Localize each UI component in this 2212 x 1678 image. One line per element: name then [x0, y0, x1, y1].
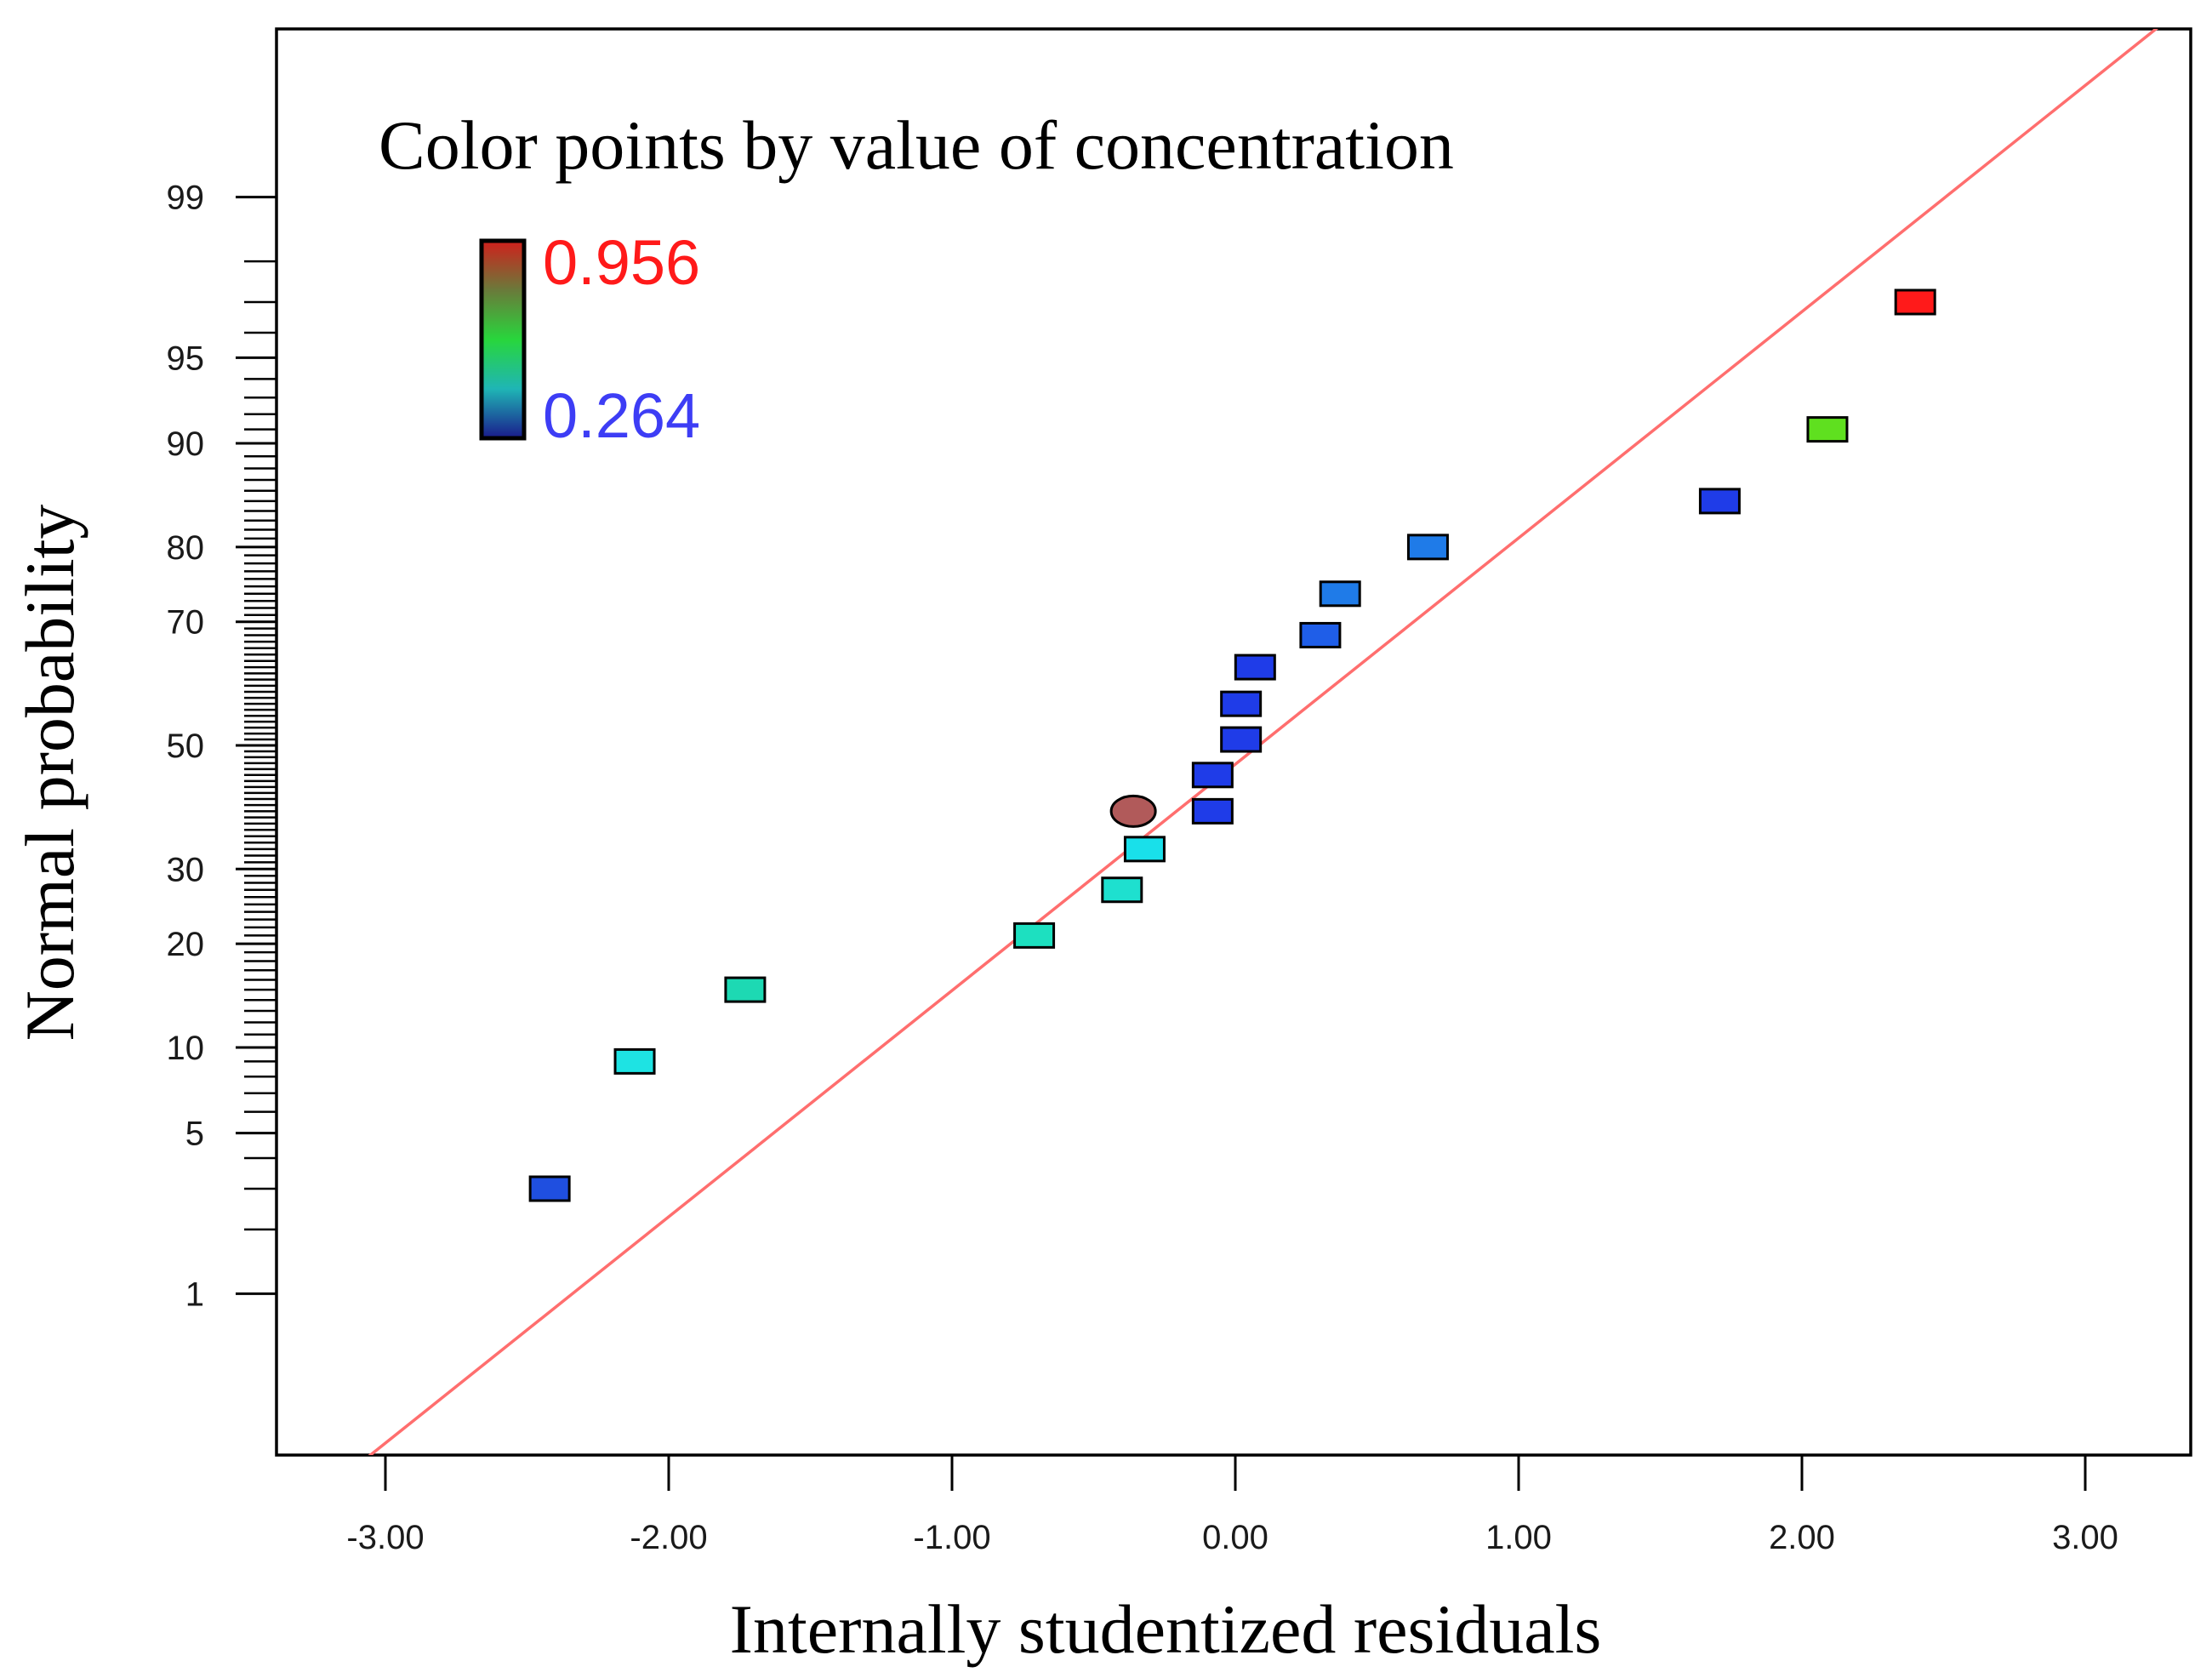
normal-reference-line: [368, 29, 2158, 1455]
data-point: [1406, 534, 1449, 561]
y-tick-label: 20: [167, 926, 205, 963]
y-tick-label: 5: [185, 1116, 204, 1153]
data-point: [613, 1047, 656, 1075]
data-point: [1109, 794, 1157, 828]
color-legend: 0.956 0.264: [479, 227, 700, 451]
data-point: [528, 1175, 571, 1202]
x-tick-label: -3.00: [346, 1519, 424, 1556]
data-point: [1806, 416, 1849, 443]
x-tick-label: -1.00: [913, 1519, 990, 1556]
data-point: [1299, 621, 1342, 648]
y-tick-label: 70: [167, 604, 205, 642]
data-point: [1191, 762, 1234, 789]
y-tick-label: 90: [167, 425, 205, 463]
color-legend-bar: [479, 238, 527, 441]
data-point: [1101, 876, 1143, 904]
x-axis-title: Internally studentized residuals: [730, 1590, 1602, 1668]
data-point: [1220, 726, 1263, 753]
data-point: [1123, 836, 1166, 863]
y-tick-label: 50: [167, 728, 205, 765]
x-tick-label: 2.00: [1769, 1519, 1835, 1556]
y-tick-label: 99: [167, 180, 205, 217]
color-legend-min-label: 0.264: [543, 380, 700, 451]
y-tick-label: 30: [167, 851, 205, 888]
data-point: [1894, 288, 1936, 316]
x-tick-label: -2.00: [630, 1519, 707, 1556]
x-tick-label: 1.00: [1485, 1519, 1552, 1556]
data-point: [1234, 654, 1276, 681]
chart-title: Color points by value of concentration: [379, 106, 1454, 184]
y-tick-label: 95: [167, 340, 205, 377]
data-point: [1319, 580, 1361, 608]
data-point: [1191, 797, 1234, 825]
data-point: [1698, 488, 1741, 515]
y-tick-label: 1: [185, 1276, 204, 1313]
y-axis-title: Normal probability: [11, 505, 88, 1042]
color-legend-max-label: 0.956: [543, 227, 700, 298]
x-tick-label: 0.00: [1202, 1519, 1268, 1556]
data-point: [724, 976, 767, 1003]
x-tick-label: 3.00: [2052, 1519, 2118, 1556]
y-tick-label: 80: [167, 529, 205, 567]
data-point: [1013, 922, 1056, 949]
y-tick-label: 10: [167, 1030, 205, 1067]
data-point: [1220, 690, 1263, 717]
